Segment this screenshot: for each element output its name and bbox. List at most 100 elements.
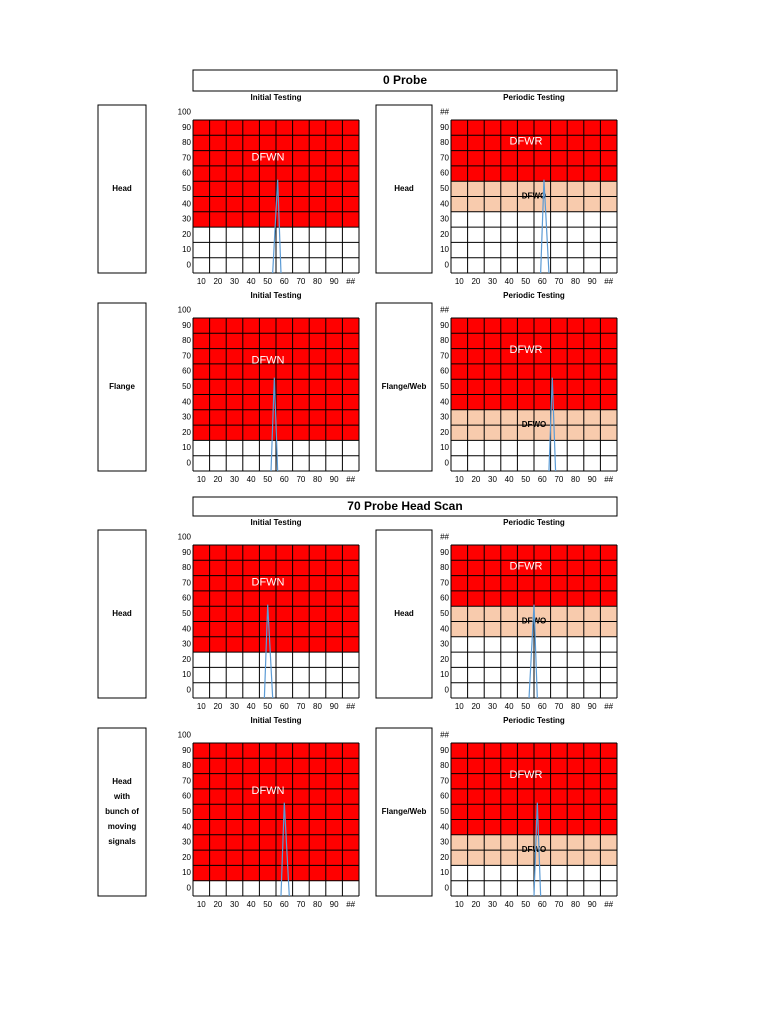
- y-tick-label: 20: [440, 655, 449, 664]
- y-tick-label: 20: [440, 428, 449, 437]
- zone-label: DFWR: [510, 344, 543, 356]
- y-tick-label: 50: [182, 382, 191, 391]
- y-tick-label: 20: [182, 655, 191, 664]
- x-tick-label: 30: [230, 277, 239, 286]
- y-tick-label: ##: [440, 730, 449, 739]
- label-box: [375, 529, 433, 699]
- y-tick-label: 10: [182, 868, 191, 877]
- x-tick-label: 60: [280, 475, 289, 484]
- y-tick-label: 80: [440, 336, 449, 345]
- x-tick-label: 50: [521, 900, 530, 909]
- y-tick-label: 0: [445, 685, 450, 694]
- y-tick-label: 30: [440, 215, 449, 224]
- y-tick-label: 50: [440, 184, 449, 193]
- x-tick-label: 90: [588, 277, 597, 286]
- x-tick-label: 60: [280, 702, 289, 711]
- y-tick-label: 0: [445, 260, 450, 269]
- zone-label: DFWO: [522, 420, 546, 429]
- x-tick-label: 70: [554, 702, 563, 711]
- y-tick-label: 40: [440, 199, 449, 208]
- chart-title: Initial Testing: [251, 518, 302, 527]
- x-tick-label: 10: [455, 475, 464, 484]
- label-box: [375, 104, 433, 274]
- y-tick-label: ##: [440, 107, 449, 116]
- y-tick-label: 50: [440, 609, 449, 618]
- y-tick-label: 100: [178, 730, 192, 739]
- x-tick-label: ##: [346, 900, 355, 909]
- y-tick-label: 70: [440, 776, 449, 785]
- y-tick-label: 10: [440, 245, 449, 254]
- y-tick-label: 80: [440, 138, 449, 147]
- y-tick-label: 60: [182, 594, 191, 603]
- y-tick-label: 70: [182, 153, 191, 162]
- x-tick-label: 20: [213, 475, 222, 484]
- chart-title: Periodic Testing: [503, 716, 565, 725]
- y-tick-label: 90: [182, 321, 191, 330]
- signal-line: [280, 802, 290, 897]
- y-tick-label: 60: [440, 169, 449, 178]
- row-label: Flange/Web: [382, 807, 427, 816]
- y-tick-label: 80: [182, 563, 191, 572]
- y-tick-label: 50: [182, 807, 191, 816]
- x-tick-label: 70: [296, 702, 305, 711]
- y-tick-label: 90: [182, 548, 191, 557]
- y-tick-label: 40: [440, 624, 449, 633]
- chart-title: Periodic Testing: [503, 93, 565, 102]
- label-box: [97, 302, 147, 472]
- x-tick-label: 90: [588, 475, 597, 484]
- y-tick-label: 80: [182, 761, 191, 770]
- label-box: [375, 302, 433, 472]
- y-tick-label: 80: [182, 336, 191, 345]
- x-tick-label: 10: [197, 900, 206, 909]
- x-tick-label: 60: [538, 475, 547, 484]
- x-tick-label: 90: [330, 475, 339, 484]
- x-tick-label: ##: [604, 702, 613, 711]
- y-tick-label: 60: [182, 169, 191, 178]
- chart-title: Periodic Testing: [503, 291, 565, 300]
- x-tick-label: 70: [554, 475, 563, 484]
- y-tick-label: 40: [440, 397, 449, 406]
- signal-line: [270, 377, 279, 472]
- x-tick-label: 80: [313, 702, 322, 711]
- x-tick-label: 70: [296, 475, 305, 484]
- signal-line: [548, 377, 557, 472]
- x-tick-label: ##: [604, 277, 613, 286]
- chart-title: Initial Testing: [251, 93, 302, 102]
- label-box: [97, 529, 147, 699]
- y-tick-label: 20: [182, 853, 191, 862]
- row-label: signals: [108, 837, 136, 846]
- zone-label: DFWN: [252, 785, 285, 797]
- label-box: [97, 104, 147, 274]
- y-tick-label: 70: [182, 351, 191, 360]
- y-tick-label: ##: [440, 532, 449, 541]
- y-tick-label: 40: [182, 624, 191, 633]
- row-label: moving: [108, 822, 137, 831]
- y-tick-label: 50: [440, 382, 449, 391]
- y-tick-label: 20: [440, 853, 449, 862]
- x-tick-label: 90: [330, 702, 339, 711]
- y-tick-label: 70: [440, 578, 449, 587]
- section-title: 70 Probe Head Scan: [347, 499, 462, 513]
- x-tick-label: 80: [313, 277, 322, 286]
- y-tick-label: 70: [182, 578, 191, 587]
- x-tick-label: 40: [247, 475, 256, 484]
- x-tick-label: 40: [505, 702, 514, 711]
- x-tick-label: 40: [247, 277, 256, 286]
- y-tick-label: 90: [182, 746, 191, 755]
- y-tick-label: 10: [440, 868, 449, 877]
- y-tick-label: 0: [445, 883, 450, 892]
- x-tick-label: 70: [296, 900, 305, 909]
- y-tick-label: 0: [445, 458, 450, 467]
- zone-label: DFWN: [252, 576, 285, 588]
- x-tick-label: 40: [505, 277, 514, 286]
- x-tick-label: 40: [247, 900, 256, 909]
- y-tick-label: 50: [182, 184, 191, 193]
- x-tick-label: 50: [521, 277, 530, 286]
- y-tick-label: 30: [182, 838, 191, 847]
- y-tick-label: 60: [440, 367, 449, 376]
- row-label: Head: [112, 609, 132, 618]
- x-tick-label: 50: [521, 475, 530, 484]
- zone-label: DFWR: [510, 560, 543, 572]
- x-tick-label: 30: [230, 702, 239, 711]
